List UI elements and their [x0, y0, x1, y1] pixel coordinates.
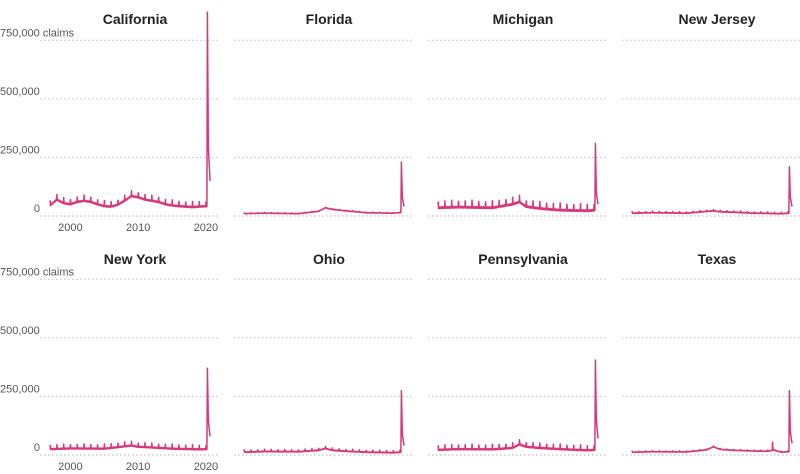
panel-title-texas: Texas [698, 251, 737, 267]
series-line-texas [631, 389, 793, 454]
y-tick-label-new-york-0: 0 [34, 442, 40, 454]
series-line-california [49, 11, 211, 209]
series-line-new-york [49, 367, 211, 451]
panel-title-pennsylvania: Pennsylvania [478, 251, 568, 267]
x-tick-label-new-york-2: 2020 [194, 461, 218, 473]
y-tick-label-new-york-2: 500,000 [0, 325, 40, 337]
series-line-florida [243, 161, 405, 215]
y-tick-label-new-york-3: 750,000 claims [0, 266, 74, 278]
series-line-michigan [437, 142, 599, 213]
panel-title-new-york: New York [104, 251, 167, 267]
x-tick-label-california-2: 2020 [194, 222, 218, 234]
y-tick-label-california-1: 250,000 [0, 144, 40, 156]
y-tick-label-california-2: 500,000 [0, 86, 40, 98]
series-line-new-jersey [631, 166, 793, 215]
x-tick-label-new-york-1: 2010 [126, 461, 150, 473]
x-tick-label-california-0: 2000 [58, 222, 82, 234]
panel-title-ohio: Ohio [313, 251, 345, 267]
x-tick-label-california-1: 2010 [126, 222, 150, 234]
series-line-pennsylvania [437, 359, 599, 452]
x-tick-label-new-york-0: 2000 [58, 461, 82, 473]
panel-title-florida: Florida [306, 11, 353, 27]
panel-title-michigan: Michigan [493, 11, 554, 27]
y-tick-label-california-3: 750,000 claims [0, 27, 74, 39]
panel-title-new-jersey: New Jersey [678, 11, 755, 27]
series-line-ohio [243, 389, 405, 454]
panel-title-california: California [103, 11, 168, 27]
y-tick-label-new-york-1: 250,000 [0, 383, 40, 395]
y-tick-label-california-0: 0 [34, 203, 40, 215]
